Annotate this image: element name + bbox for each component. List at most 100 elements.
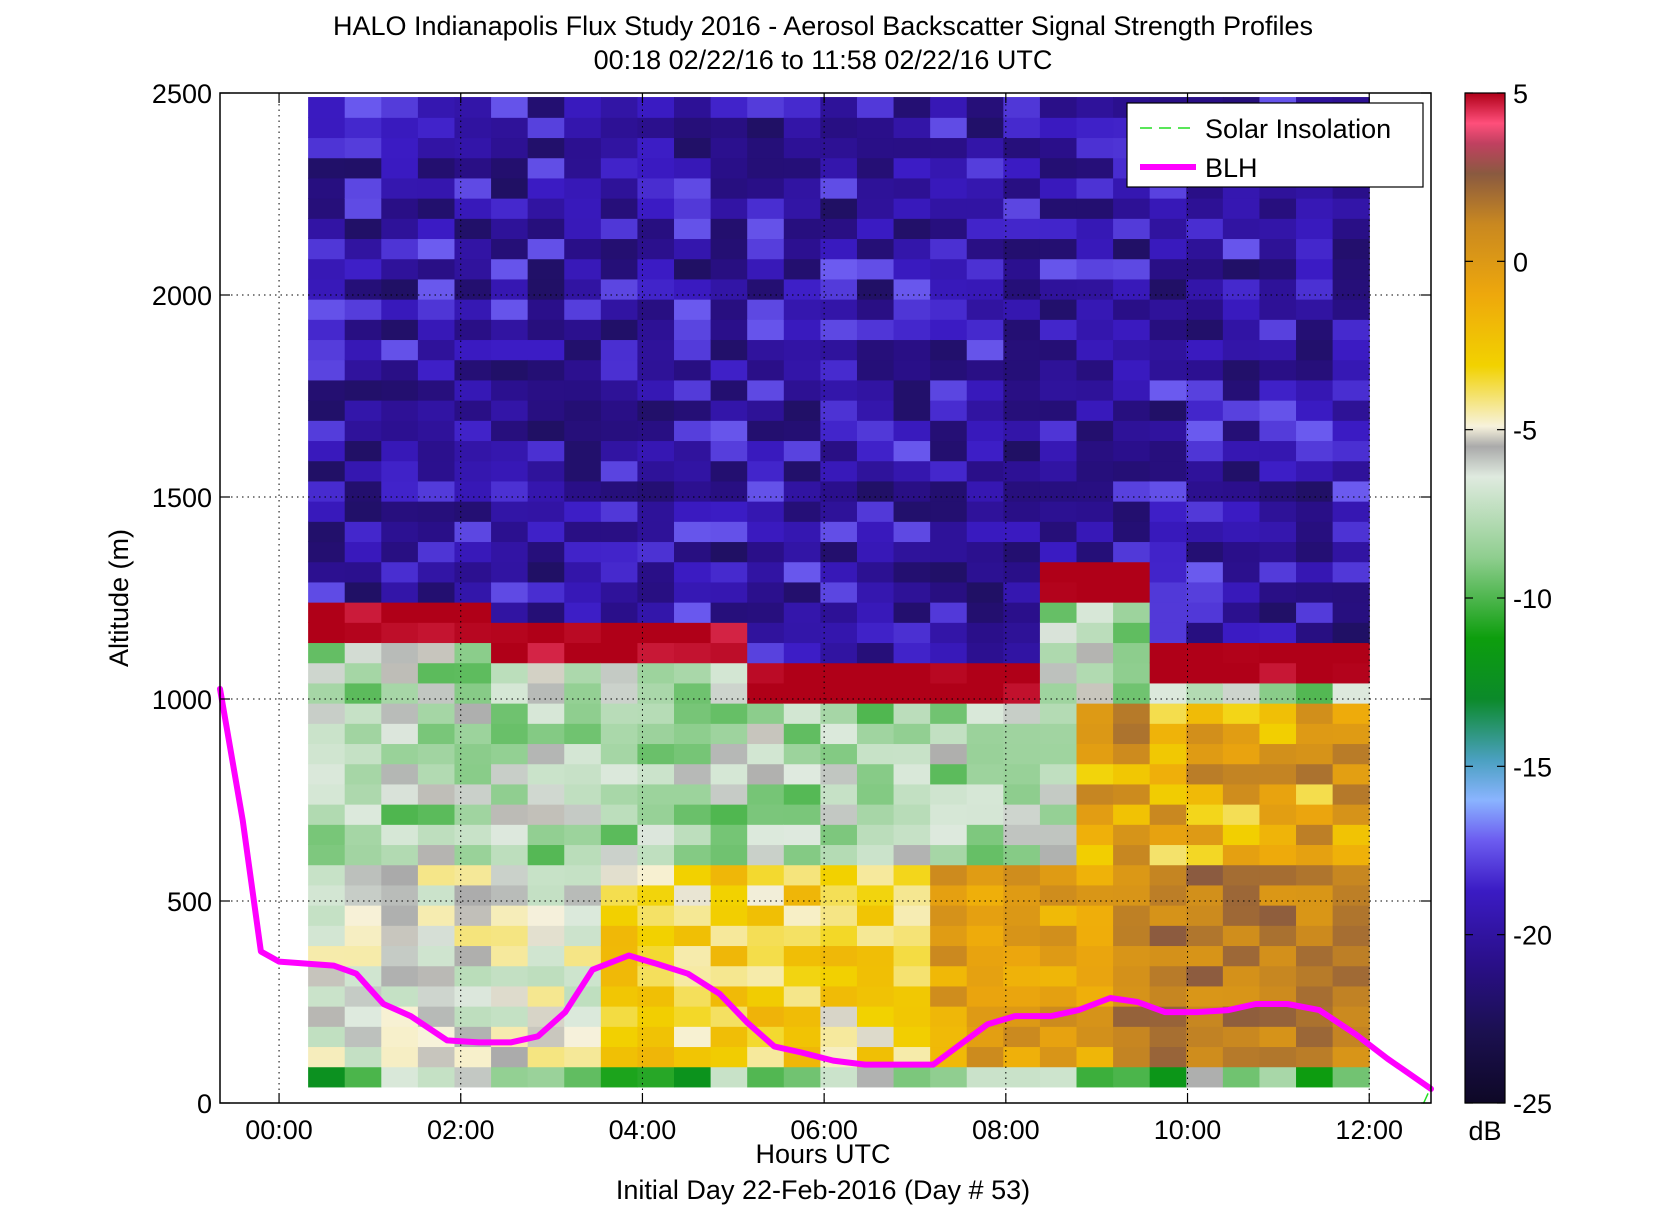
heatmap-cell bbox=[1332, 804, 1370, 825]
heatmap-cell bbox=[783, 420, 821, 442]
heatmap-cell bbox=[344, 763, 382, 785]
heatmap-cell bbox=[820, 541, 858, 563]
heatmap-cell bbox=[1296, 238, 1334, 260]
heatmap-cell bbox=[491, 521, 529, 543]
heatmap-cell bbox=[600, 561, 639, 583]
heatmap-cell bbox=[966, 137, 1004, 159]
heatmap-cell bbox=[1076, 884, 1114, 906]
heatmap-cell bbox=[381, 602, 419, 623]
heatmap-cell bbox=[1003, 884, 1041, 906]
heatmap-cell bbox=[783, 218, 821, 240]
heatmap-cell bbox=[820, 824, 858, 846]
heatmap-cell bbox=[966, 359, 1004, 381]
heatmap-cell bbox=[1003, 460, 1041, 482]
heatmap-cell bbox=[454, 258, 492, 280]
heatmap-cell bbox=[747, 925, 785, 947]
heatmap-cell bbox=[1296, 662, 1334, 684]
heatmap-cell bbox=[344, 379, 382, 401]
heatmap-cell bbox=[527, 804, 565, 825]
heatmap-cell bbox=[820, 460, 858, 482]
heatmap-cell bbox=[966, 400, 1004, 421]
heatmap-cell bbox=[930, 844, 968, 866]
heatmap-cell bbox=[893, 117, 931, 139]
heatmap-cell bbox=[1222, 602, 1261, 623]
heatmap-cell bbox=[491, 965, 529, 987]
heatmap-cell bbox=[381, 783, 419, 805]
heatmap-cell bbox=[454, 480, 492, 502]
heatmap-cell bbox=[1259, 925, 1297, 947]
heatmap-cell bbox=[747, 501, 785, 522]
heatmap-cell bbox=[966, 965, 1004, 987]
heatmap-cell bbox=[1259, 299, 1297, 320]
heatmap-cell bbox=[783, 278, 821, 300]
heatmap-cell bbox=[893, 460, 931, 482]
heatmap-cell bbox=[527, 319, 565, 341]
y-tick-label: 1500 bbox=[152, 483, 212, 513]
heatmap-cell bbox=[564, 137, 602, 159]
heatmap-cell bbox=[308, 703, 346, 724]
heatmap-cell bbox=[417, 905, 456, 926]
heatmap-cell bbox=[1149, 359, 1187, 381]
heatmap-cell bbox=[930, 521, 968, 543]
heatmap-cell bbox=[930, 783, 968, 805]
heatmap-cell bbox=[710, 258, 748, 280]
heatmap-cell bbox=[1222, 541, 1261, 563]
heatmap-cell bbox=[600, 581, 639, 603]
heatmap-cell bbox=[417, 804, 456, 825]
heatmap-cell bbox=[564, 218, 602, 240]
heatmap-cell bbox=[344, 501, 382, 522]
heatmap-cell bbox=[856, 177, 895, 199]
heatmap-cell bbox=[1296, 682, 1334, 704]
heatmap-cell bbox=[381, 581, 419, 603]
heatmap-cell bbox=[1003, 723, 1041, 745]
heatmap-cell bbox=[527, 602, 565, 623]
heatmap-cell bbox=[491, 864, 529, 886]
heatmap-cell bbox=[820, 804, 858, 825]
y-tick-label: 2000 bbox=[152, 281, 212, 311]
heatmap-cell bbox=[710, 581, 748, 603]
heatmap-cell bbox=[747, 278, 785, 300]
heatmap-cell bbox=[1259, 804, 1297, 825]
heatmap-cell bbox=[674, 319, 712, 341]
heatmap-cell bbox=[820, 743, 858, 765]
heatmap-cell bbox=[930, 703, 968, 724]
heatmap-cell bbox=[856, 501, 895, 522]
heatmap-cell bbox=[710, 480, 748, 502]
heatmap-cell bbox=[1296, 602, 1334, 623]
heatmap-cell bbox=[1186, 925, 1224, 947]
heatmap-cell bbox=[1296, 278, 1334, 300]
heatmap-cell bbox=[1149, 339, 1187, 361]
heatmap-cell bbox=[674, 198, 712, 219]
heatmap-cell bbox=[308, 238, 346, 260]
heatmap-cell bbox=[381, 137, 419, 159]
heatmap-cell bbox=[1259, 258, 1297, 280]
heatmap-cell bbox=[1332, 783, 1370, 805]
heatmap-cell bbox=[600, 379, 639, 401]
heatmap-cell bbox=[674, 379, 712, 401]
heatmap-cell bbox=[674, 642, 712, 664]
heatmap-cell bbox=[710, 460, 748, 482]
heatmap-cell bbox=[637, 622, 675, 644]
heatmap-cell bbox=[637, 965, 675, 987]
heatmap-cell bbox=[783, 985, 821, 1007]
heatmap-cell bbox=[1149, 379, 1187, 401]
heatmap-cell bbox=[417, 198, 456, 219]
colorbar-tick-label: -20 bbox=[1513, 921, 1552, 951]
heatmap-cell bbox=[966, 319, 1004, 341]
heatmap-cell bbox=[747, 763, 785, 785]
heatmap-cell bbox=[1186, 642, 1224, 664]
heatmap-cell bbox=[820, 783, 858, 805]
heatmap-cell bbox=[783, 521, 821, 543]
heatmap-cell bbox=[527, 278, 565, 300]
heatmap-cell bbox=[820, 905, 858, 926]
heatmap-cell bbox=[381, 339, 419, 361]
heatmap-cell bbox=[1186, 561, 1224, 583]
heatmap-cell bbox=[1186, 480, 1224, 502]
heatmap-cell bbox=[637, 1026, 675, 1048]
heatmap-cell bbox=[637, 339, 675, 361]
heatmap-cell bbox=[1003, 359, 1041, 381]
heatmap-cell bbox=[1149, 278, 1187, 300]
heatmap-cell bbox=[856, 238, 895, 260]
heatmap-cell bbox=[856, 1066, 895, 1088]
heatmap-cell bbox=[454, 1006, 492, 1027]
